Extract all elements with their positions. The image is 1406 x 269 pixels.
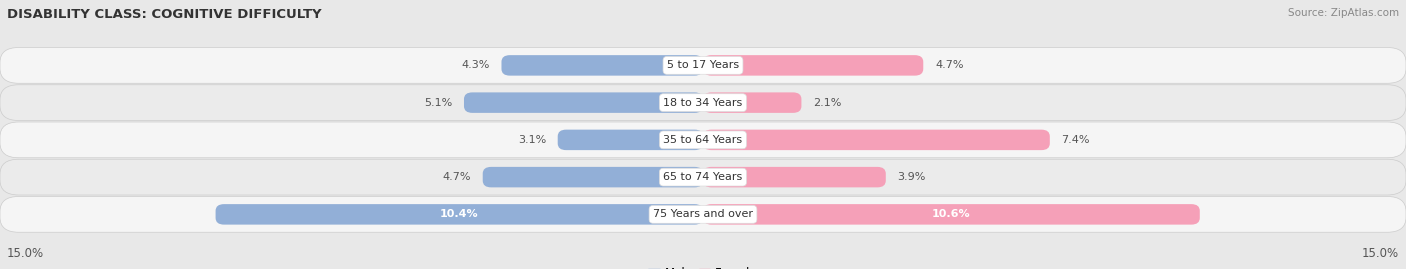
Text: 5 to 17 Years: 5 to 17 Years [666,60,740,70]
Text: 10.4%: 10.4% [440,209,478,220]
Text: 5.1%: 5.1% [425,98,453,108]
Text: 7.4%: 7.4% [1062,135,1090,145]
FancyBboxPatch shape [558,130,703,150]
FancyBboxPatch shape [703,55,924,76]
FancyBboxPatch shape [703,92,801,113]
Text: 3.9%: 3.9% [897,172,927,182]
Text: 15.0%: 15.0% [7,247,44,260]
FancyBboxPatch shape [0,122,1406,158]
FancyBboxPatch shape [215,204,703,225]
FancyBboxPatch shape [703,204,1199,225]
Text: 35 to 64 Years: 35 to 64 Years [664,135,742,145]
FancyBboxPatch shape [0,85,1406,121]
Text: 15.0%: 15.0% [1362,247,1399,260]
Legend: Male, Female: Male, Female [644,263,762,269]
FancyBboxPatch shape [0,159,1406,195]
FancyBboxPatch shape [482,167,703,187]
Text: 3.1%: 3.1% [517,135,546,145]
FancyBboxPatch shape [703,167,886,187]
Text: Source: ZipAtlas.com: Source: ZipAtlas.com [1288,8,1399,18]
Text: DISABILITY CLASS: COGNITIVE DIFFICULTY: DISABILITY CLASS: COGNITIVE DIFFICULTY [7,8,322,21]
FancyBboxPatch shape [0,48,1406,83]
Text: 10.6%: 10.6% [932,209,970,220]
FancyBboxPatch shape [0,196,1406,232]
Text: 18 to 34 Years: 18 to 34 Years [664,98,742,108]
Text: 4.7%: 4.7% [935,60,963,70]
Text: 2.1%: 2.1% [813,98,842,108]
FancyBboxPatch shape [703,130,1050,150]
FancyBboxPatch shape [502,55,703,76]
Text: 75 Years and over: 75 Years and over [652,209,754,220]
Text: 4.3%: 4.3% [461,60,489,70]
Text: 4.7%: 4.7% [443,172,471,182]
Text: 65 to 74 Years: 65 to 74 Years [664,172,742,182]
FancyBboxPatch shape [464,92,703,113]
